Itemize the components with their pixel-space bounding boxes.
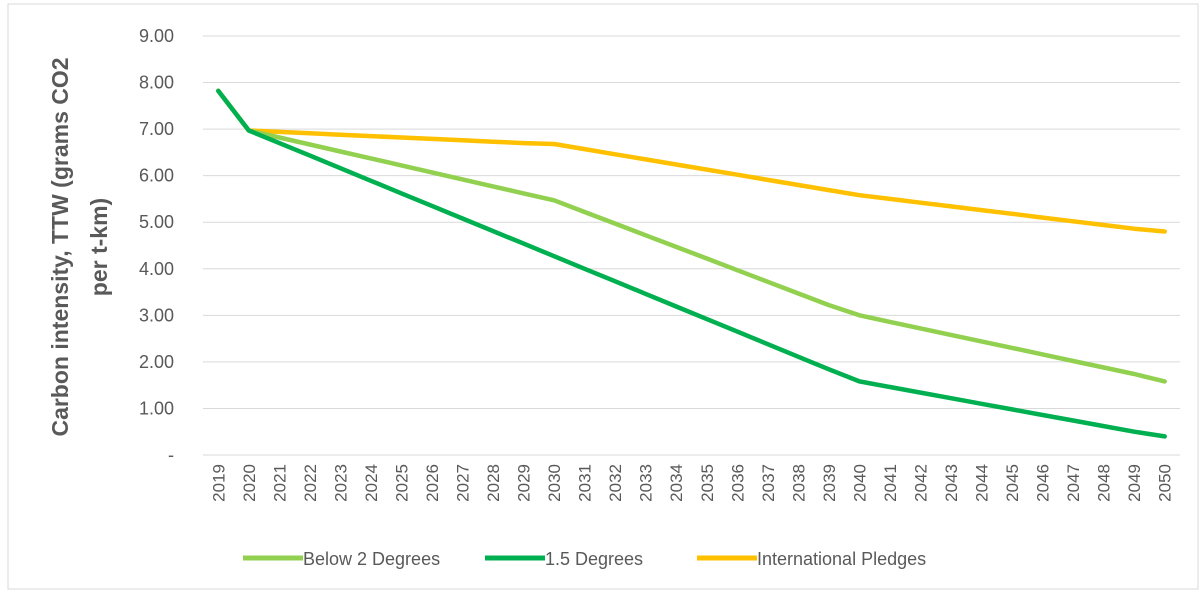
y-tick-label: 6.00 <box>139 166 174 186</box>
x-tick-label: 2029 <box>515 464 534 502</box>
x-tick-label: 2049 <box>1125 464 1144 502</box>
legend-label: Below 2 Degrees <box>303 549 440 569</box>
x-tick-label: 2027 <box>454 464 473 502</box>
x-tick-label: 2043 <box>942 464 961 502</box>
x-tick-label: 2037 <box>759 464 778 502</box>
chart-border <box>7 3 1199 590</box>
legend-label: International Pledges <box>757 549 926 569</box>
y-tick-label: 9.00 <box>139 26 174 46</box>
x-tick-label: 2045 <box>1003 464 1022 502</box>
x-tick-label: 2032 <box>606 464 625 502</box>
series-lines <box>216 88 1167 439</box>
y-tick-label: - <box>168 445 174 465</box>
x-tick-label: 2050 <box>1156 464 1175 502</box>
x-tick-label: 2038 <box>789 464 808 502</box>
gridlines <box>203 35 1180 456</box>
y-axis-title-line-1: Carbon intensity, TTW (grams CO2 <box>47 57 73 436</box>
x-axis-ticks: 2019 2020 2021 2022 2023 2024 2025 2026 2027 2028… <box>209 464 1174 502</box>
x-tick-label: 2047 <box>1064 464 1083 502</box>
x-tick-label: 2048 <box>1095 464 1114 502</box>
y-tick-label: 3.00 <box>139 305 174 325</box>
y-tick-label: 7.00 <box>139 119 174 139</box>
y-tick-label: 1.00 <box>139 398 174 418</box>
y-axis-title-line-2: per t-km) <box>86 198 112 296</box>
x-tick-label: 2033 <box>637 464 656 502</box>
y-tick-label: 2.00 <box>139 352 174 372</box>
series-line-below-2-degrees <box>216 88 1167 384</box>
x-tick-label: 2020 <box>240 464 259 502</box>
x-tick-label: 2035 <box>698 464 717 502</box>
x-tick-label: 2036 <box>728 464 747 502</box>
y-tick-label: 5.00 <box>139 212 174 232</box>
y-axis-ticks: - 1.00 2.00 3.00 4.00 5.00 6.00 7.00 8.00 9.00 <box>139 26 174 465</box>
x-tick-label: 2019 <box>209 464 228 502</box>
y-tick-label: 8.00 <box>139 73 174 93</box>
x-tick-label: 2022 <box>301 464 320 502</box>
x-tick-label: 2021 <box>270 464 289 502</box>
x-tick-label: 2024 <box>362 464 381 502</box>
x-tick-label: 2046 <box>1034 464 1053 502</box>
x-tick-label: 2041 <box>881 464 900 502</box>
series-line-1-5-degrees <box>216 88 1167 439</box>
y-tick-label: 4.00 <box>139 259 174 279</box>
x-tick-label: 2028 <box>484 464 503 502</box>
x-tick-label: 2039 <box>820 464 839 502</box>
x-tick-label: 2042 <box>911 464 930 502</box>
legend: Below 2 Degrees 1.5 Degrees International … <box>243 549 926 569</box>
x-tick-label: 2025 <box>392 464 411 502</box>
x-tick-label: 2040 <box>850 464 869 502</box>
x-tick-label: 2031 <box>576 464 595 502</box>
series-line-international-pledges <box>216 88 1167 234</box>
legend-label: 1.5 Degrees <box>545 549 643 569</box>
x-tick-label: 2034 <box>667 464 686 502</box>
x-tick-label: 2044 <box>973 464 992 502</box>
x-tick-label: 2030 <box>545 464 564 502</box>
x-tick-label: 2023 <box>331 464 350 502</box>
x-tick-label: 2026 <box>423 464 442 502</box>
